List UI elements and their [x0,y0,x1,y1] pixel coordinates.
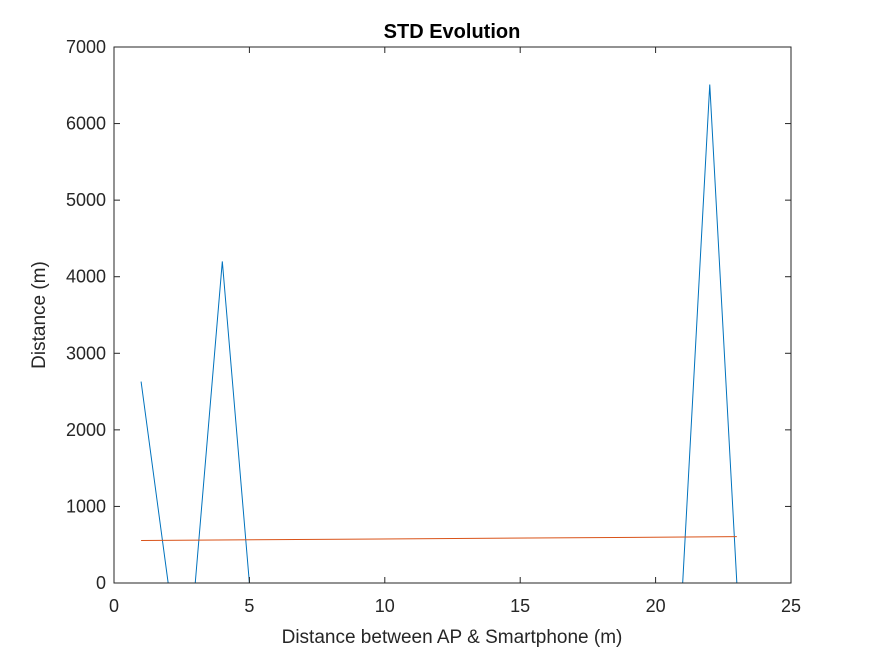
x-tick-label: 10 [375,596,395,616]
y-tick-label: 0 [96,573,106,593]
y-tick-label: 7000 [66,37,106,57]
plot-frame [113,46,792,584]
y-tick-label: 4000 [66,267,106,287]
y-axis: 0 1000 2000 3000 4000 5000 6000 7000 [66,37,791,593]
x-tick-label: 25 [781,596,801,616]
y-tick-label: 5000 [66,190,106,210]
x-axis-label: Distance between AP & Smartphone (m) [282,627,623,648]
x-tick-label: 15 [510,596,530,616]
series-line-2 [141,536,737,541]
x-tick-label: 5 [244,596,254,616]
x-tick-label: 0 [109,596,119,616]
y-tick-label: 6000 [66,114,106,134]
y-tick-label: 3000 [66,343,106,363]
plot-background [114,47,791,583]
x-tick-label: 20 [646,596,666,616]
y-axis-label: Distance (m) [29,261,50,369]
y-tick-label: 2000 [66,420,106,440]
y-tick-label: 1000 [66,496,106,516]
chart-title: STD Evolution [384,21,521,43]
x-axis: 0 5 10 15 20 25 [109,47,801,616]
